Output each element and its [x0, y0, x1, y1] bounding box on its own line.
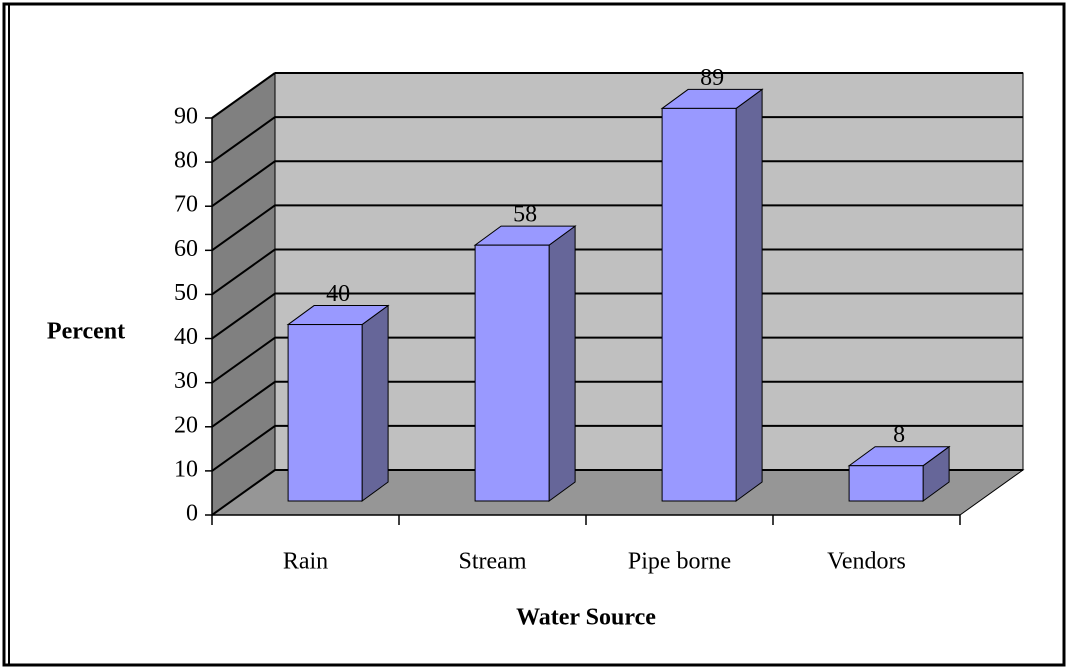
grid-line — [211, 336, 276, 384]
bar — [848, 465, 924, 502]
x-tick-label: Stream — [459, 549, 527, 575]
bar-side — [361, 304, 389, 502]
bar — [661, 107, 737, 502]
grid-line — [211, 248, 276, 296]
y-tick-label: 30 — [174, 368, 198, 394]
value-label: 58 — [513, 202, 537, 228]
bar — [287, 324, 363, 502]
y-tick-label: 10 — [174, 456, 198, 482]
y-tick-label: 0 — [186, 501, 198, 527]
y-axis-title: Percent — [47, 319, 125, 345]
y-tick-label: 70 — [174, 192, 198, 218]
x-tick-label: Pipe borne — [628, 549, 731, 575]
grid-line — [211, 292, 276, 340]
grid-line — [211, 72, 276, 119]
bar — [474, 244, 550, 502]
y-tick-label: 50 — [174, 280, 198, 306]
y-tick-label: 80 — [174, 148, 198, 174]
back-wall — [274, 72, 1024, 471]
grid-line — [211, 160, 276, 208]
x-tick-label: Rain — [283, 549, 328, 575]
value-label: 8 — [893, 422, 905, 448]
grid-line — [211, 380, 276, 428]
x-tick-label: Vendors — [827, 549, 906, 575]
x-axis-title: Water Source — [516, 605, 656, 631]
grid-line — [211, 425, 276, 472]
y-tick-label: 90 — [174, 104, 198, 130]
y-tick-label: 40 — [174, 324, 198, 350]
value-label: 40 — [326, 281, 350, 307]
grid-line — [211, 116, 276, 163]
y-tick-label: 60 — [174, 236, 198, 262]
bar-side — [735, 88, 763, 502]
grid-line — [211, 469, 276, 516]
bar-side — [548, 225, 576, 502]
grid-line — [211, 204, 276, 252]
y-tick-label: 20 — [174, 412, 198, 438]
value-label: 89 — [700, 65, 724, 91]
